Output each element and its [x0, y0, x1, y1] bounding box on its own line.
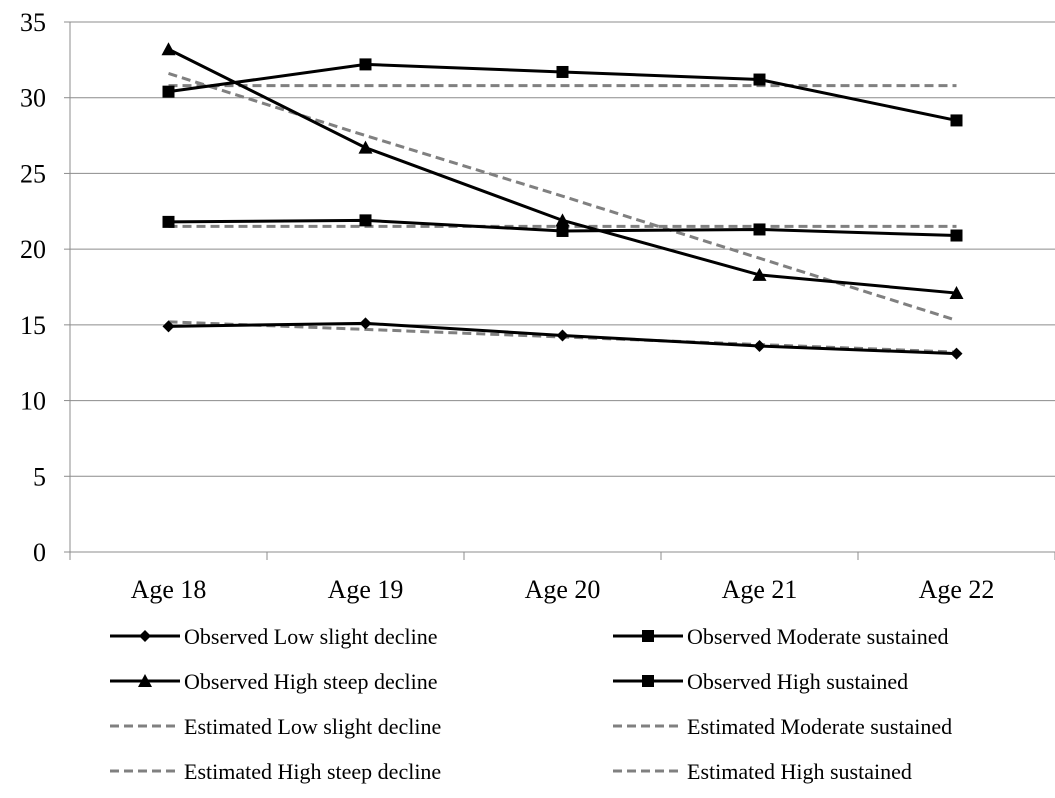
square-marker: [753, 223, 766, 236]
legend: Observed Low slight decline Observed Mode…: [110, 624, 952, 784]
square-marker: [642, 675, 654, 687]
square-marker: [556, 65, 569, 78]
legend-label: Observed High sustained: [687, 669, 908, 694]
y-tick-labels: 0 5 10 15 20 25 30 35: [20, 8, 46, 567]
y-tick-label: 0: [33, 538, 46, 567]
gridlines: [70, 21, 1055, 477]
legend-label: Observed High steep decline: [184, 669, 438, 694]
legend-label: Observed Moderate sustained: [687, 624, 948, 649]
y-tick-label: 20: [20, 235, 46, 264]
x-tick-labels: Age 18 Age 19 Age 20 Age 21 Age 22: [131, 575, 995, 604]
legend-label: Estimated Moderate sustained: [687, 714, 952, 739]
triangle-marker: [138, 674, 152, 687]
diamond-marker: [950, 347, 963, 360]
square-marker: [556, 224, 569, 237]
square-marker: [359, 58, 372, 71]
square-marker: [950, 114, 963, 127]
series-markers: [161, 42, 964, 360]
x-tick-label: Age 22: [919, 575, 995, 604]
y-tick-label: 5: [33, 462, 46, 491]
diamond-marker: [753, 340, 766, 353]
square-marker: [753, 73, 766, 86]
legend-label: Estimated Low slight decline: [184, 714, 441, 739]
y-tick-label: 30: [20, 84, 46, 113]
triangle-marker: [555, 213, 570, 227]
y-tick-label: 35: [20, 8, 46, 37]
square-marker: [162, 215, 175, 228]
triangle-marker: [161, 42, 176, 56]
axes: [64, 21, 1055, 560]
triangle-marker: [949, 286, 964, 300]
square-marker: [359, 214, 372, 227]
square-marker: [950, 229, 963, 242]
triangle-marker: [752, 267, 767, 281]
x-tick-label: Age 18: [131, 575, 207, 604]
diamond-marker: [556, 329, 569, 342]
square-marker: [162, 85, 175, 98]
x-tick-label: Age 19: [328, 575, 404, 604]
y-tick-label: 25: [20, 159, 46, 188]
triangle-marker: [358, 140, 373, 154]
legend-label: Estimated High sustained: [687, 759, 912, 784]
square-marker: [642, 630, 654, 642]
y-tick-label: 10: [20, 387, 46, 416]
diamond-marker: [162, 320, 175, 333]
legend-label: Estimated High steep decline: [184, 759, 441, 784]
legend-label: Observed Low slight decline: [184, 624, 438, 649]
series-line: [168, 72, 957, 322]
x-tick-label: Age 21: [722, 575, 798, 604]
series-lines: [167, 47, 957, 356]
diamond-marker: [359, 317, 372, 330]
x-tick-label: Age 20: [525, 575, 601, 604]
diamond-marker: [139, 630, 151, 642]
y-tick-label: 15: [20, 311, 46, 340]
